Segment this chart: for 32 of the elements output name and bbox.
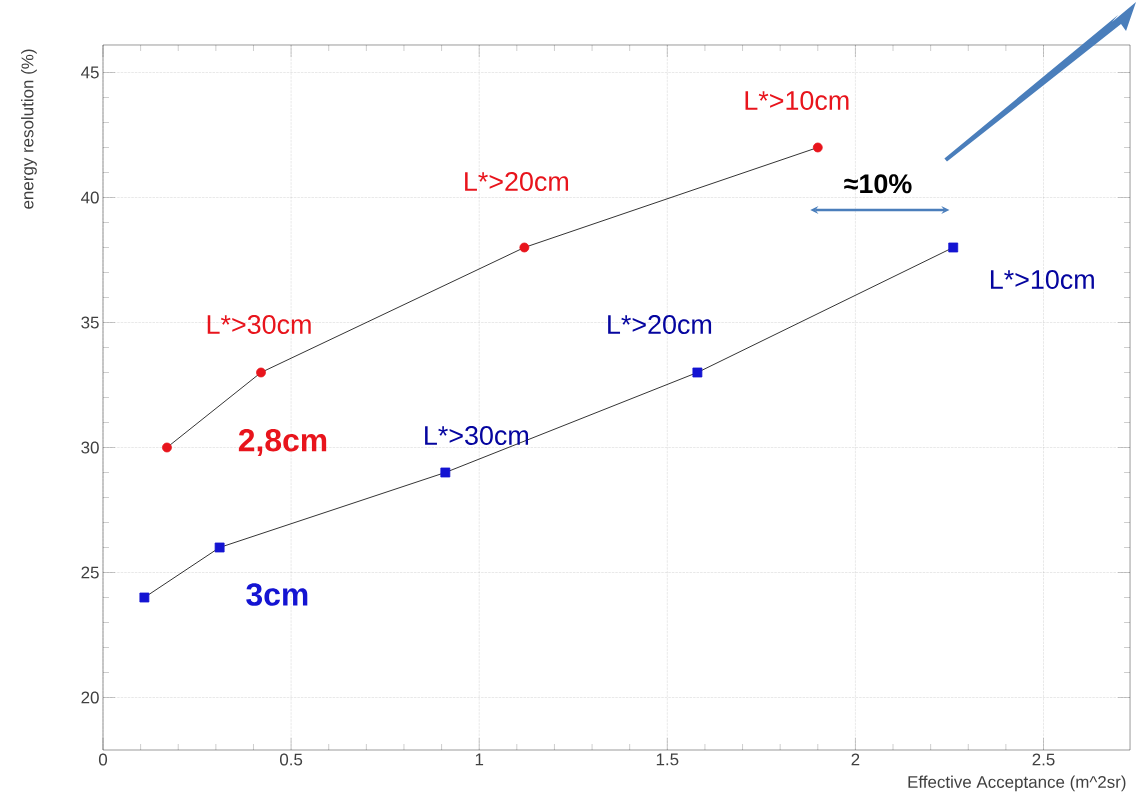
point <box>214 542 225 553</box>
point <box>812 142 823 153</box>
x-tick-label: 1.5 <box>656 753 679 766</box>
point <box>519 242 530 253</box>
annotation: L*>30cm <box>207 314 311 335</box>
series-label: 3cm <box>246 583 308 606</box>
point <box>692 367 703 378</box>
point <box>139 592 150 603</box>
annotation: ≈10% <box>844 174 912 194</box>
point <box>440 467 451 478</box>
series-label: 2,8cm <box>238 428 327 457</box>
y-tick-label: 40 <box>81 191 99 204</box>
annotation: L*>10cm <box>990 269 1094 290</box>
point <box>256 367 266 378</box>
annotation: L*>20cm <box>608 314 712 335</box>
x-tick-label: 0.5 <box>279 753 303 766</box>
y-axis-title: energy resolution (%) <box>21 49 37 209</box>
y-tick-label: 35 <box>81 316 99 329</box>
annotation: L*>30cm <box>425 425 529 446</box>
y-tick-label: 20 <box>81 691 99 704</box>
y-tick-label: 30 <box>81 441 99 454</box>
x-tick-label: 2 <box>851 753 860 766</box>
annotation: L*>10cm <box>745 90 849 111</box>
y-tick-label: 25 <box>81 566 99 579</box>
x-tick-label: 2.5 <box>1032 753 1055 766</box>
x-axis-title: Effective Acceptance (m^2sr) <box>908 775 1126 792</box>
point <box>162 442 172 453</box>
point <box>948 242 959 253</box>
y-tick-label: 45 <box>81 66 99 79</box>
x-tick-label: 1 <box>475 753 484 766</box>
x-tick-label: 0 <box>98 753 108 766</box>
annotation: L*>20cm <box>465 171 569 192</box>
